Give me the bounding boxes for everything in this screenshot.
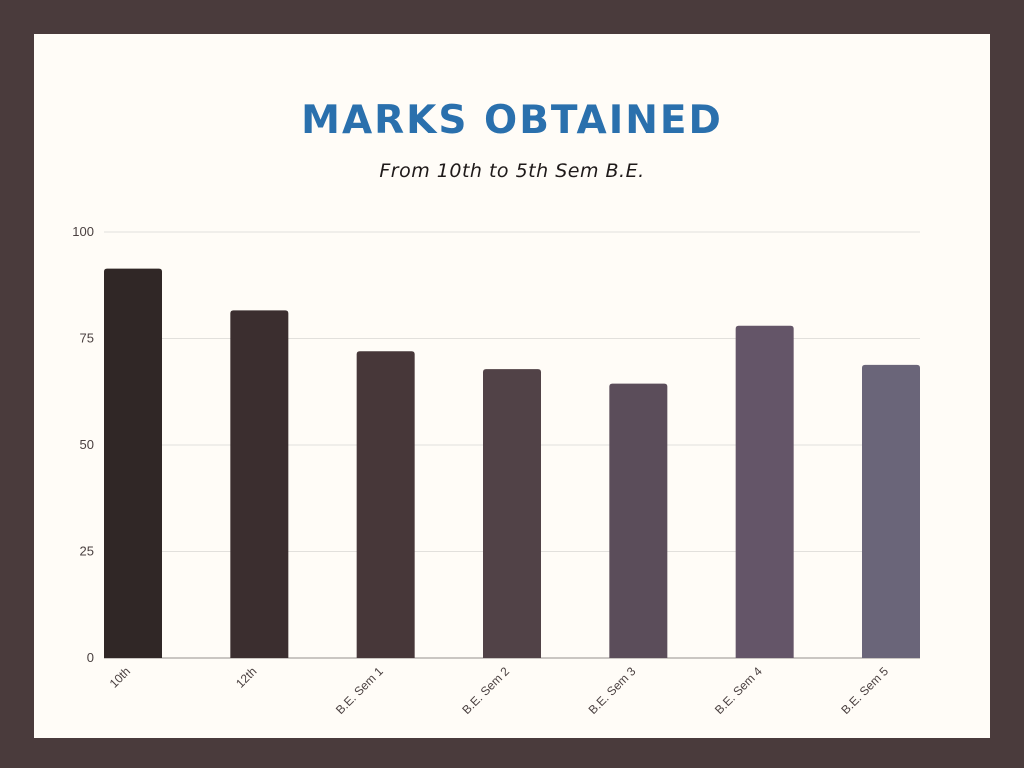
x-category-label: B.E. Sem 5 (838, 664, 891, 717)
bar (483, 369, 541, 658)
bar (862, 364, 920, 658)
x-category-label: B.E. Sem 4 (712, 664, 765, 717)
x-category-label: B.E. Sem 1 (333, 664, 386, 717)
bar (735, 325, 794, 658)
bars (104, 268, 920, 658)
y-tick-label: 75 (80, 331, 94, 346)
bar (356, 351, 415, 658)
y-tick-label: 25 (80, 544, 94, 559)
x-category-label: B.E. Sem 2 (459, 664, 512, 717)
x-category-label: 10th (107, 664, 133, 690)
chart-subtitle: From 10th to 5th Sem B.E. (379, 160, 645, 182)
chart-title: MARKS OBTAINED (301, 98, 723, 143)
y-tick-label: 100 (72, 224, 94, 239)
bar (609, 383, 668, 658)
bar (104, 268, 162, 658)
x-category-label: 12th (233, 664, 259, 690)
bar (230, 310, 289, 658)
y-tick-label: 50 (80, 437, 94, 452)
y-axis-tick-labels: 0 25 50 75 100 (72, 224, 94, 665)
y-tick-label: 0 (87, 650, 94, 665)
x-category-label: B.E. Sem 3 (586, 664, 639, 717)
x-axis-category-labels: 10th 12th B.E. Sem 1 B.E. Sem 2 B.E. Sem 3 B.… (107, 664, 892, 717)
